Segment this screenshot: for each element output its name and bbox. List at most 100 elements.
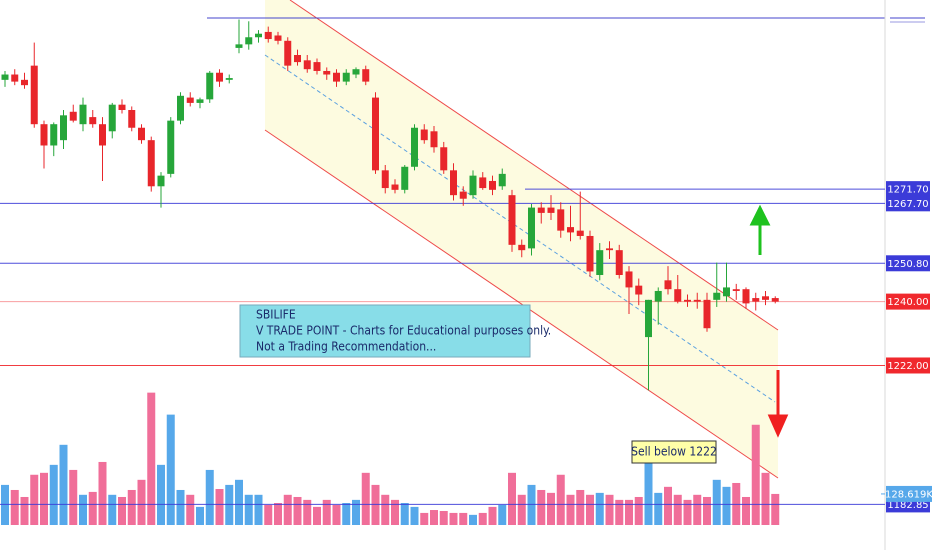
candle-body: [615, 250, 623, 275]
candle-body: [732, 289, 740, 291]
volume-bar: [235, 479, 243, 525]
volume-bar: [10, 489, 19, 525]
candle-body: [177, 95, 184, 121]
volume-bar: [166, 414, 175, 525]
candle-body: [323, 70, 331, 75]
candle-body: [245, 37, 253, 45]
candle-body: [381, 170, 389, 189]
volume-bar: [186, 494, 195, 525]
candle-body: [30, 65, 38, 125]
volume-bar: [742, 496, 750, 525]
volume-bar: [342, 503, 351, 525]
channel-upper: [289, 0, 779, 331]
volume-bar: [391, 499, 399, 525]
candle-body: [206, 72, 214, 100]
volume-bar: [196, 506, 204, 525]
candle-body: [352, 69, 360, 75]
candles: [1, 19, 779, 391]
volume-bar: [488, 506, 497, 525]
channel-mid: [264, 54, 776, 403]
volume-bar: [322, 499, 331, 525]
volume-bar: [430, 510, 438, 525]
volume-bar: [537, 489, 546, 525]
volume-bar: [332, 504, 341, 525]
candle-body: [147, 140, 155, 187]
candle-body: [303, 60, 311, 70]
down-arrow: [767, 370, 789, 438]
candle-body: [225, 78, 233, 80]
candle-body: [1, 74, 9, 80]
candle-body: [128, 110, 136, 128]
candle-body: [450, 170, 457, 196]
candle-body: [654, 290, 662, 302]
candle-body: [69, 111, 77, 121]
volume-bar: [547, 492, 555, 525]
candle-body: [89, 117, 97, 125]
volume-bar: [30, 474, 39, 525]
volume-label: 128.619K: [885, 489, 932, 500]
candle-body: [742, 289, 750, 304]
candle-body: [138, 127, 145, 141]
volume-bar: [400, 503, 409, 525]
volume-bar: [771, 493, 780, 525]
volume-bar: [79, 494, 87, 525]
volume-bar: [761, 472, 770, 525]
volume-bar: [586, 494, 594, 525]
volume-bar: [303, 499, 312, 525]
candle-body: [196, 99, 204, 103]
candle-body: [294, 55, 301, 63]
volume-bar: [556, 474, 565, 525]
candle-body: [50, 124, 58, 146]
candle-body: [235, 44, 243, 48]
volume-bar: [176, 489, 185, 525]
candle-body: [60, 115, 67, 141]
candle-body: [11, 74, 19, 82]
volume-bar: [205, 469, 214, 525]
volume-bar: [49, 464, 58, 525]
candle-body: [713, 292, 721, 300]
volume-bar: [527, 484, 536, 525]
candle-body: [703, 299, 711, 329]
volume-bar: [683, 499, 692, 525]
candle-body: [537, 207, 545, 213]
candle-body: [21, 79, 28, 86]
volume-bar: [654, 492, 663, 525]
candle-body: [186, 97, 194, 103]
candle-body: [576, 230, 584, 236]
volume-bar: [313, 506, 321, 525]
level-label-box: [886, 255, 930, 272]
volume-bar: [244, 494, 253, 525]
volume-bar: [293, 496, 302, 525]
volume-bar: [361, 472, 370, 525]
candle-body: [693, 299, 701, 302]
candle-body: [498, 173, 506, 187]
level-label: 1182.85: [887, 500, 928, 511]
candle-body: [479, 177, 487, 189]
volume-bar: [215, 489, 224, 525]
volume-bar: [751, 424, 760, 525]
candle-body: [489, 180, 496, 190]
volume-bar: [225, 484, 234, 525]
candle-body: [606, 248, 613, 251]
level-label: 1271.70: [887, 185, 928, 196]
volume-bar: [439, 510, 448, 525]
volume-bar: [59, 444, 68, 525]
volume-bar: [371, 484, 380, 525]
candle-body: [342, 72, 350, 82]
level-label: 1240.00: [887, 297, 928, 308]
volume-bar: [469, 514, 477, 525]
volume-bar: [264, 504, 273, 525]
candle-body: [518, 244, 526, 251]
volume-bar: [498, 504, 507, 525]
volume-bar: [254, 494, 263, 525]
candle-body: [469, 175, 477, 196]
candle-body: [118, 104, 126, 110]
channel-lower: [264, 129, 779, 479]
level-label-box: [886, 181, 930, 198]
volume-bar: [69, 469, 78, 525]
volume-bar: [664, 486, 672, 525]
volume-pane: [1, 392, 780, 525]
candle-body: [528, 207, 535, 249]
volume-bar: [605, 494, 614, 525]
volume-bar: [673, 494, 682, 525]
